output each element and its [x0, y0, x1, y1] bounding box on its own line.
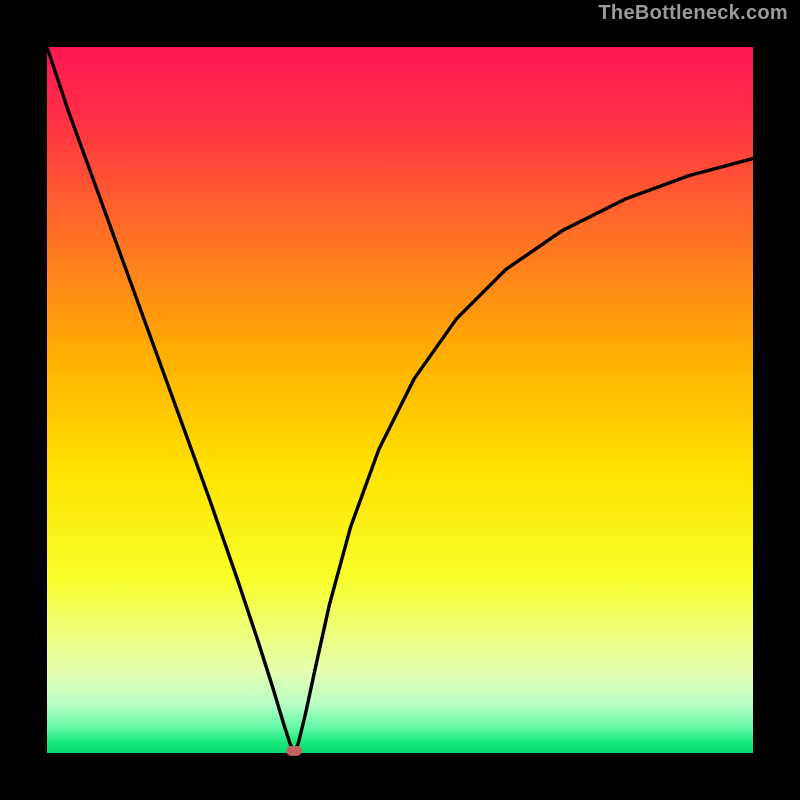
plot-background	[47, 47, 753, 753]
bottleneck-curve-chart	[0, 0, 800, 800]
chart-stage: TheBottleneck.com	[0, 0, 800, 800]
optimal-point-marker	[286, 746, 302, 756]
watermark-text: TheBottleneck.com	[598, 2, 788, 25]
